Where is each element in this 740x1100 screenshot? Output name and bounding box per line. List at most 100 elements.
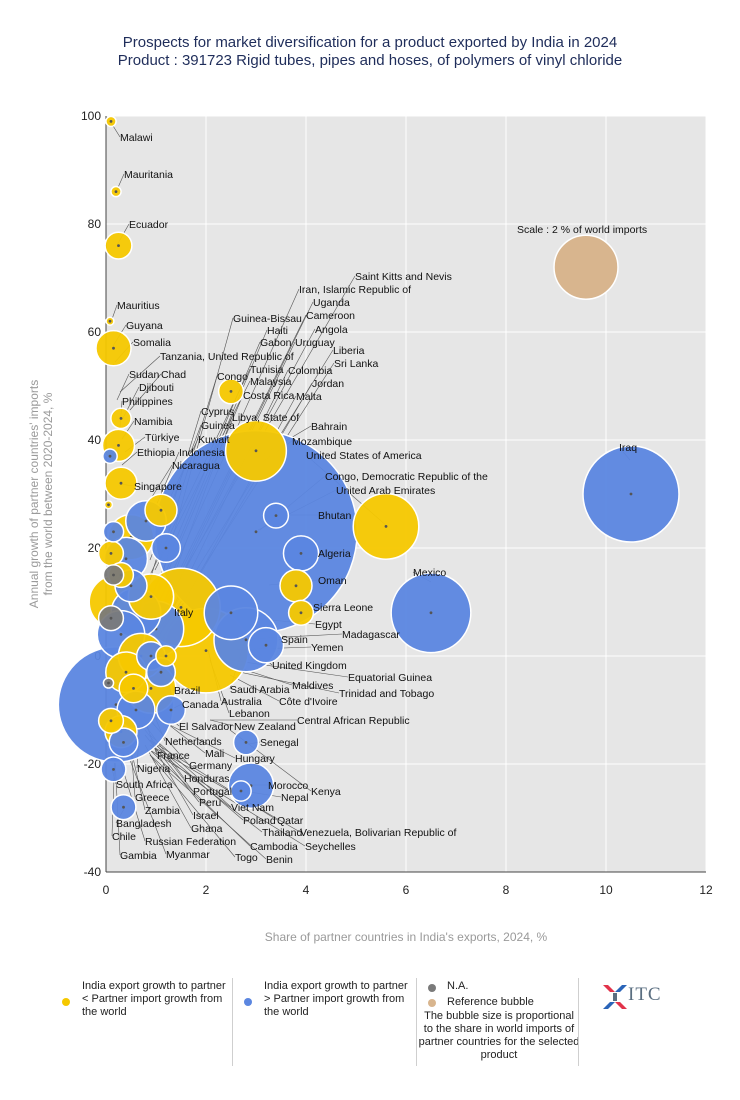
country-label: Senegal (260, 737, 299, 749)
y-tick-label: 40 (88, 433, 102, 447)
reference-dot-icon (428, 999, 436, 1007)
bubble-center-dot (129, 584, 133, 588)
bubble-center-dot (169, 708, 173, 712)
bubble-center-dot (254, 449, 258, 453)
country-label: United Kingdom (272, 660, 347, 672)
country-label: Qatar (277, 815, 304, 827)
bubble-center-dot (124, 670, 128, 674)
country-label: Haiti (267, 325, 288, 337)
country-label: Australia (221, 696, 262, 708)
label-leader-line (144, 744, 192, 829)
bubble-center-dot (108, 319, 112, 323)
country-label: Singapore (134, 481, 182, 493)
bubble-center-dot (204, 649, 208, 652)
country-label: Bahrain (311, 421, 347, 433)
country-label: Iraq (619, 442, 637, 454)
reference-bubble-label: Scale : 2 % of world imports (517, 224, 647, 236)
legend-divider (232, 978, 233, 1066)
x-tick-label: 12 (699, 883, 713, 897)
bubble-center-dot (119, 481, 123, 485)
country-label: Cambodia (250, 841, 298, 853)
country-label: Myanmar (166, 849, 210, 861)
bubble-center-dot (254, 530, 258, 534)
x-tick-label: 2 (203, 883, 210, 897)
bubble-center-dot (144, 519, 148, 523)
bubble-center-dot (122, 805, 125, 809)
y-tick-label: -20 (84, 757, 102, 771)
country-label: Greece (135, 792, 170, 804)
legend-na: N.A. (428, 980, 578, 993)
bubble-center-dot (299, 611, 303, 615)
country-label: Cyprus (201, 406, 234, 418)
country-label: Peru (199, 797, 221, 809)
legend-ref-text: Reference bubble (447, 996, 534, 1008)
bubble-center-dot (149, 654, 153, 658)
label-leader-line (149, 754, 267, 860)
country-label: Nicaragua (172, 460, 220, 472)
country-label: Bhutan (318, 510, 351, 522)
country-label: Malaysia (250, 376, 292, 388)
country-label: Liberia (333, 345, 365, 357)
label-leader-line (149, 739, 194, 816)
label-leader-line (149, 734, 232, 808)
bubble-center-dot (164, 546, 168, 550)
country-label: Central African Republic (297, 715, 410, 727)
bubble-center-dot (239, 789, 243, 793)
country-label: Uruguay (295, 337, 335, 349)
country-label: Brazil (174, 685, 200, 697)
y-tick-label: 80 (88, 217, 102, 231)
label-leader-line (149, 464, 173, 501)
legend-divider (578, 978, 579, 1066)
bubble-center-dot (114, 190, 118, 194)
bubble-center-dot (112, 346, 115, 350)
bubble-center-dot (629, 492, 633, 496)
country-label: Colombia (288, 365, 333, 377)
country-label: Sudan (129, 369, 160, 381)
country-label: Indonesia (179, 447, 225, 459)
legend-na-text: N.A. (447, 980, 469, 992)
country-label: Kuwait (198, 434, 230, 446)
country-label: Tanzania, United Republic of (160, 351, 294, 363)
bubble-center-dot (132, 687, 135, 690)
bubble-center-dot (299, 552, 303, 555)
bubble-center-dot (109, 616, 113, 620)
x-tick-label: 10 (599, 883, 613, 897)
country-label: Costa Rica (243, 390, 295, 402)
country-label: Honduras (184, 773, 230, 785)
y-tick-label: 60 (88, 325, 102, 339)
country-label: Mozambique (292, 436, 352, 448)
bubble-center-dot (294, 584, 298, 588)
yellow-dot-icon (62, 998, 70, 1006)
bubble-center-dot (107, 503, 110, 507)
itc-logo-text: ITC (628, 984, 662, 1005)
bubble-center-dot (112, 573, 115, 577)
label-leader-line (229, 674, 280, 702)
bubble-center-dot (114, 703, 118, 706)
legend-blue: India export growth to partner > Partner… (244, 980, 414, 1019)
label-leader-line (149, 754, 236, 858)
country-label: Kenya (311, 786, 341, 798)
country-label: Sri Lanka (334, 358, 379, 370)
country-label: Germany (189, 760, 233, 772)
country-label: Benin (266, 854, 293, 866)
label-leader-line (149, 744, 263, 833)
y-tick-label: 100 (81, 109, 101, 123)
title-line-2: Product : 391723 Rigid tubes, pipes and … (117, 52, 623, 69)
country-label: Guyana (126, 320, 163, 332)
label-leader-line (116, 373, 130, 401)
country-label: Ethiopia (137, 447, 175, 459)
bubble-center-dot (149, 595, 153, 598)
country-label: Togo (235, 852, 258, 864)
label-leader-line (149, 739, 244, 821)
country-label: Angola (315, 324, 348, 336)
legend-blue-text: India export growth to partner > Partner… (264, 980, 408, 1018)
bubble-center-dot (134, 708, 138, 712)
country-label: Thailand (262, 827, 302, 839)
bubble-center-dot (107, 681, 110, 685)
bubble-center-dot (112, 530, 115, 534)
chart-title: Prospects for market diversification for… (0, 34, 740, 70)
country-label: Venezuela, Bolivarian Republic of (300, 827, 457, 839)
country-label: Mali (205, 748, 224, 760)
bubble-center-dot (264, 643, 268, 647)
country-label: Mexico (413, 567, 446, 579)
